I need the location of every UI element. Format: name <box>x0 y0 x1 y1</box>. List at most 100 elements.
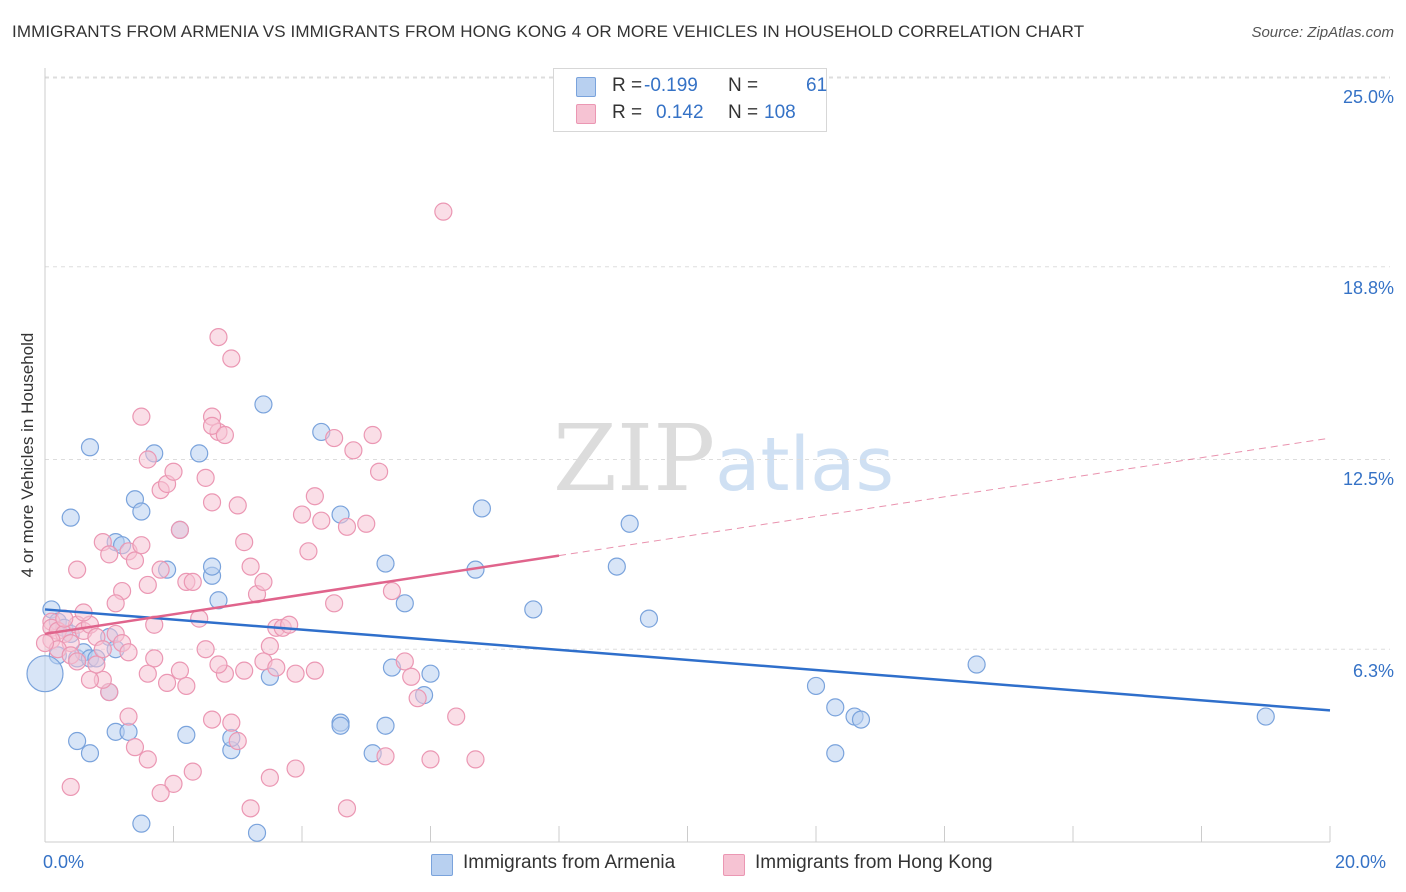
hongkong-point-44 <box>241 557 260 576</box>
watermark: ZIPatlas <box>553 405 894 512</box>
hongkong-point-53 <box>305 487 324 506</box>
hongkong-point-21 <box>125 551 145 570</box>
armenia-point-25 <box>395 594 414 613</box>
hongkong-point-77 <box>202 710 222 729</box>
hongkong-point-95 <box>235 661 254 680</box>
hongkong-point-23 <box>132 536 151 555</box>
hongkong-point-91 <box>145 649 164 668</box>
armenia-point-56 <box>1256 707 1275 726</box>
hongkong-point-64 <box>402 667 421 686</box>
hongkong-point-26 <box>138 450 157 469</box>
hongkong-point-62 <box>382 581 402 601</box>
hongkong-point-97 <box>267 658 286 677</box>
hongkong-point-43 <box>235 533 254 552</box>
armenia-point-50 <box>806 676 826 696</box>
y-tick-6-3: 6.3% <box>1352 661 1394 681</box>
armenia-point-42 <box>247 823 267 842</box>
hongkong-n-value: 108 <box>764 102 796 123</box>
armenia-trend-line <box>44 608 1331 712</box>
hongkong-point-50 <box>280 615 299 634</box>
armenia-point-38 <box>80 744 100 763</box>
armenia-r-label: R = <box>612 75 643 96</box>
armenia-swatch <box>576 77 596 97</box>
hongkong-point-58 <box>344 441 363 460</box>
hongkong-point-17 <box>100 545 119 564</box>
watermark-atlas: atlas <box>715 422 894 508</box>
armenia-point-8 <box>61 508 80 527</box>
hongkong-point-41 <box>222 349 241 368</box>
x-tick-min: 0.0% <box>43 852 85 872</box>
y-tick-18-8: 18.8% <box>1342 278 1394 298</box>
armenia-point-24 <box>376 554 395 573</box>
hongkong-point-40 <box>209 328 228 347</box>
hongkong-point-29 <box>164 462 183 481</box>
hongkong-point-57 <box>337 517 357 536</box>
hongkong-point-60 <box>363 425 382 445</box>
hongkong-point-67 <box>447 707 466 726</box>
hongkong-point-42 <box>228 496 247 515</box>
armenia-point-28 <box>421 664 440 683</box>
hongkong-point-80 <box>151 783 170 803</box>
armenia-r-value: -0.199 <box>644 75 698 96</box>
hongkong-point-38 <box>202 416 222 435</box>
x-tick-max: 20.0% <box>1335 852 1387 872</box>
armenia-point-45 <box>376 716 395 735</box>
hongkong-point-63 <box>395 652 414 671</box>
hongkong-point-24 <box>151 560 170 579</box>
hongkong-point-55 <box>325 594 344 613</box>
armenia-point-40 <box>119 722 138 741</box>
armenia-point-30 <box>472 499 491 518</box>
hongkong-point-70 <box>376 747 395 766</box>
hongkong-swatch <box>576 104 596 124</box>
watermark-zip: ZIP <box>553 405 716 512</box>
hongkong-point-47 <box>260 637 279 656</box>
hongkong-point-75 <box>228 731 247 751</box>
bottom-armenia-swatch <box>431 854 453 876</box>
hongkong-point-93 <box>196 640 215 659</box>
hongkong-point-86 <box>87 655 106 674</box>
bottom-hongkong-swatch <box>723 854 745 876</box>
source-label: Source: ZipAtlas.com <box>1251 24 1394 41</box>
hongkong-point-105 <box>93 640 112 659</box>
armenia-point-52 <box>826 744 845 763</box>
armenia-point-37 <box>68 731 87 751</box>
armenia-point-19 <box>209 591 228 610</box>
hongkong-point-82 <box>125 738 145 757</box>
hongkong-point-71 <box>337 799 357 818</box>
hongkong-r-label: R = <box>612 102 643 123</box>
armenia-point-48 <box>524 600 543 619</box>
hongkong-point-83 <box>119 707 138 726</box>
hongkong-point-79 <box>164 774 183 793</box>
hongkong-point-87 <box>80 670 100 689</box>
armenia-point-21 <box>254 395 273 414</box>
hongkong-point-61 <box>370 462 389 481</box>
hongkong-point-66 <box>421 750 440 769</box>
hongkong-point-106 <box>119 643 138 662</box>
chart-title: IMMIGRANTS FROM ARMENIA VS IMMIGRANTS FR… <box>12 22 1085 41</box>
hongkong-r-value: 0.142 <box>656 102 704 123</box>
hongkong-point-88 <box>61 777 80 797</box>
armenia-point-57 <box>26 655 64 693</box>
hongkong-point-65 <box>408 689 427 708</box>
hongkong-point-35 <box>202 493 222 512</box>
hongkong-point-104 <box>68 652 87 671</box>
hongkong-point-34 <box>196 468 215 487</box>
armenia-point-43 <box>331 716 350 735</box>
hongkong-point-51 <box>292 505 312 524</box>
armenia-n-label: N = <box>728 75 759 96</box>
hongkong-point-33 <box>190 609 209 628</box>
hongkong-trend-extension <box>558 437 1331 557</box>
hongkong-point-103 <box>209 655 228 674</box>
hongkong-point-98 <box>286 664 305 683</box>
bottom-hongkong-label: Immigrants from Hong Kong <box>755 852 993 873</box>
armenia-point-46 <box>620 514 639 533</box>
hongkong-point-54 <box>312 511 331 530</box>
hongkong-point-101 <box>157 673 177 692</box>
y-tick-12-5: 12.5% <box>1342 469 1394 489</box>
hongkong-n-label: N = <box>728 102 759 123</box>
hongkong-point-100 <box>138 664 157 683</box>
hongkong-point-13 <box>35 633 55 653</box>
armenia-point-9 <box>80 438 100 457</box>
hongkong-point-19 <box>106 594 125 613</box>
